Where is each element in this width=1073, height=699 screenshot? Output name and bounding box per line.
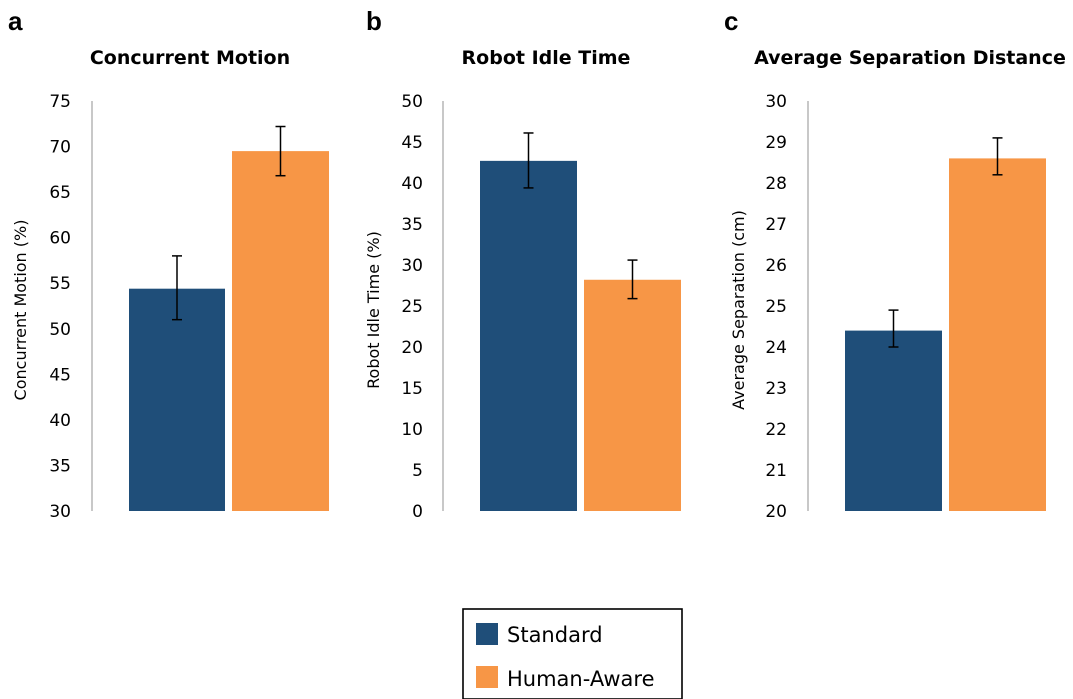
y-tick-label: 45 — [401, 133, 423, 153]
panel-letter: b — [366, 6, 382, 36]
bar-human-aware — [584, 279, 681, 511]
error-bar-standard — [888, 309, 899, 348]
bar-standard — [845, 330, 942, 511]
y-tick-label: 20 — [401, 338, 423, 358]
y-axis-label: Concurrent Motion (%) — [11, 220, 30, 401]
y-tick-label: 55 — [49, 274, 71, 294]
y-tick-label: 50 — [401, 92, 423, 112]
error-bar-standard — [172, 255, 182, 321]
y-tick-label: 60 — [49, 229, 71, 249]
legend-swatch-human-aware — [476, 666, 498, 688]
chart-title: Robot Idle Time — [462, 47, 631, 69]
y-tick-label: 65 — [49, 183, 71, 203]
bar-human-aware — [232, 151, 329, 511]
panel-letter: c — [724, 6, 738, 36]
error-bar-human-aware — [627, 259, 638, 300]
y-tick-label: 30 — [49, 502, 71, 522]
y-tick-label: 23 — [765, 379, 787, 399]
y-tick-label: 5 — [412, 461, 423, 481]
legend-label-standard: Standard — [507, 623, 603, 647]
y-tick-label: 25 — [401, 297, 423, 317]
error-bar-human-aware — [275, 125, 286, 177]
y-tick-label: 25 — [765, 297, 787, 317]
error-bar-human-aware — [992, 137, 1003, 176]
y-tick-label: 20 — [765, 502, 787, 522]
y-tick-label: 70 — [49, 138, 71, 158]
chart-panel-b: b Robot Idle Time 0 5 10 15 20 25 30 35 40 45 50 Robo… — [364, 6, 681, 522]
y-tick-label: 35 — [401, 215, 423, 235]
y-tick-label: 50 — [49, 320, 71, 340]
y-tick-label: 30 — [765, 92, 787, 112]
legend-swatch-standard — [476, 623, 498, 645]
y-axis-label: Robot Idle Time (%) — [364, 231, 383, 389]
y-tick-label: 15 — [401, 379, 423, 399]
panel-letter: a — [8, 6, 23, 36]
y-tick-label: 28 — [765, 174, 787, 194]
y-tick-label: 29 — [765, 133, 787, 153]
y-tick-label: 22 — [765, 420, 787, 440]
y-tick-label: 21 — [765, 461, 787, 481]
chart-title: Concurrent Motion — [90, 47, 290, 69]
bar-human-aware — [949, 158, 1046, 511]
y-tick-label: 24 — [765, 338, 787, 358]
y-tick-label: 40 — [401, 174, 423, 194]
y-tick-label: 27 — [765, 215, 787, 235]
legend-label-human-aware: Human-Aware — [507, 667, 655, 691]
chart-panel-c: c Average Separation Distance 20 21 22 23 24 25… — [724, 6, 1066, 522]
y-tick-label: 45 — [49, 365, 71, 385]
chart-panel-a: a Concurrent Motion 30 35 40 45 50 55 60 65 70 75 Co… — [8, 6, 329, 522]
y-tick-label: 75 — [49, 92, 71, 112]
y-tick-label: 10 — [401, 420, 423, 440]
y-tick-label: 26 — [765, 256, 787, 276]
legend: Standard Human-Aware — [462, 608, 683, 699]
error-bar-standard — [523, 132, 534, 189]
bar-standard — [480, 160, 577, 512]
legend-frame — [462, 608, 683, 699]
y-tick-label: 0 — [412, 502, 423, 522]
y-tick-label: 35 — [49, 456, 71, 476]
chart-title: Average Separation Distance — [754, 47, 1066, 69]
y-tick-label: 30 — [401, 256, 423, 276]
y-tick-label: 40 — [49, 411, 71, 431]
bar-standard — [129, 288, 225, 511]
y-axis-label: Average Separation (cm) — [729, 210, 748, 410]
